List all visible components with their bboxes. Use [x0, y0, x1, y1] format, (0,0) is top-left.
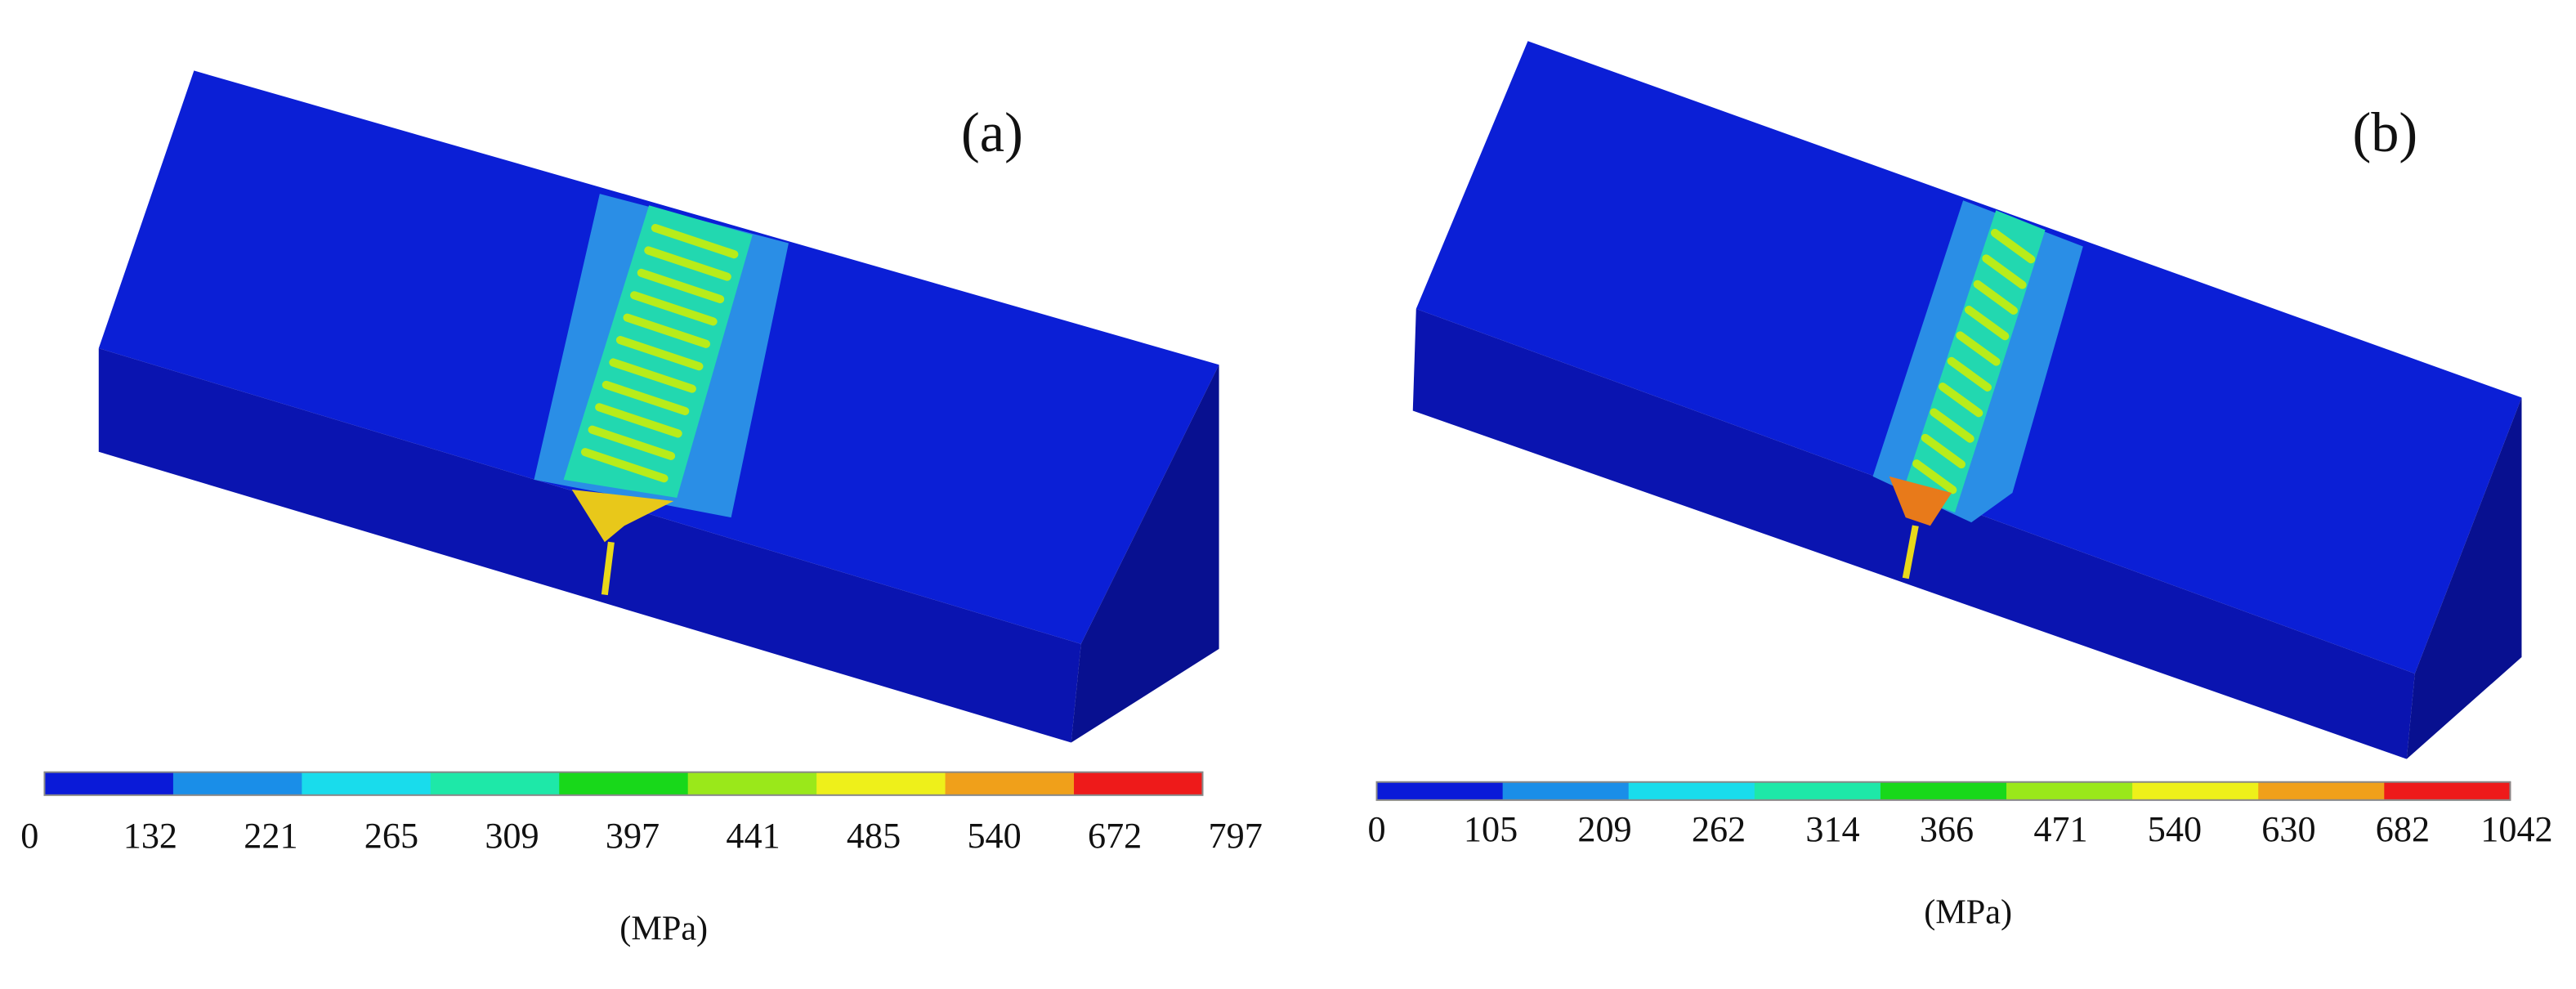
weld-ripple — [588, 425, 676, 460]
weld-ripple — [637, 268, 725, 304]
model-b: (b) — [1412, 41, 2522, 759]
scale-label: 262 — [1692, 809, 1746, 849]
weld-root — [1889, 476, 1952, 526]
weld-root — [571, 489, 674, 543]
color-segment — [816, 772, 946, 795]
scale-label: 0 — [20, 816, 38, 856]
scale-label: 441 — [726, 816, 780, 856]
weld-ripple — [1912, 459, 1957, 494]
color-scales: 0 132 221 265 309 397 441 485 540 672 797 (MPa) 0 105… — [20, 771, 2553, 948]
weld-ripple — [1930, 408, 1974, 443]
weld-ripple — [1956, 331, 2001, 366]
color-segment — [1628, 781, 1755, 800]
color-segment — [559, 772, 689, 795]
weld-ripple — [580, 448, 669, 483]
scale-label: 485 — [847, 816, 901, 856]
scale-label: 682 — [2376, 809, 2430, 849]
scale-label: 672 — [1088, 816, 1142, 856]
weld-ripple — [1965, 306, 2010, 341]
weld-ripple — [1939, 383, 1983, 418]
weld-ripple — [630, 291, 718, 326]
color-segment — [2258, 781, 2386, 800]
color-segment — [430, 772, 561, 795]
weld-ripple — [644, 246, 731, 281]
weld-ripple — [615, 336, 704, 371]
color-segment — [1880, 781, 2008, 800]
weld-ripple — [623, 313, 711, 348]
color-segment — [1376, 781, 1504, 800]
weld-ripple — [1947, 356, 1992, 392]
side-face — [2406, 397, 2522, 759]
scale-label: 132 — [123, 816, 177, 856]
scale-label: 540 — [967, 816, 1021, 856]
color-segment — [172, 772, 303, 795]
scale-label: 105 — [1464, 809, 1518, 849]
weld-ripple — [595, 403, 682, 438]
weld-ripple — [1982, 254, 2027, 289]
color-segment — [1502, 781, 1630, 800]
unit-label: (MPa) — [1924, 893, 2012, 932]
side-face — [1071, 365, 1219, 743]
front-face — [98, 348, 1081, 743]
weld-ripple — [651, 223, 739, 259]
weld-ripple — [1921, 433, 1966, 469]
color-segment — [302, 772, 432, 795]
color-segment — [1074, 772, 1204, 795]
scale-label: 0 — [1367, 809, 1385, 849]
scale-label: 209 — [1577, 809, 1631, 849]
color-bar-frame — [43, 771, 1204, 796]
weld-ripple — [1973, 280, 2018, 315]
scale-label: 265 — [364, 816, 418, 856]
weld-ripple — [602, 380, 690, 416]
color-bar-frame — [1375, 781, 2511, 801]
weld-ripple — [609, 358, 696, 393]
scale-label: 309 — [485, 816, 539, 856]
scale-label: 397 — [606, 816, 660, 856]
color-segment — [44, 772, 174, 795]
color-segment — [2132, 781, 2260, 800]
color-segment — [2006, 781, 2134, 800]
scale-label: 797 — [1209, 816, 1263, 856]
weld-ripple — [1990, 228, 2036, 264]
color-segment — [2384, 781, 2511, 800]
color-segment — [687, 772, 818, 795]
weld — [1902, 210, 2046, 513]
model-a: (a) — [98, 70, 1219, 743]
scale-label: 630 — [2261, 809, 2315, 849]
scale-label: 540 — [2148, 809, 2202, 849]
panel-label: (b) — [2352, 101, 2417, 163]
scale-label: 1042 — [2480, 809, 2552, 849]
panel-label: (a) — [961, 101, 1023, 163]
color-segment — [945, 772, 1076, 795]
scale-label: 221 — [244, 816, 297, 856]
scale-label: 314 — [1805, 809, 1859, 849]
scale-label: 366 — [1920, 809, 1974, 849]
color-segment — [1754, 781, 1881, 800]
unit-label: (MPa) — [619, 910, 708, 948]
scale-label: 471 — [2033, 809, 2087, 849]
